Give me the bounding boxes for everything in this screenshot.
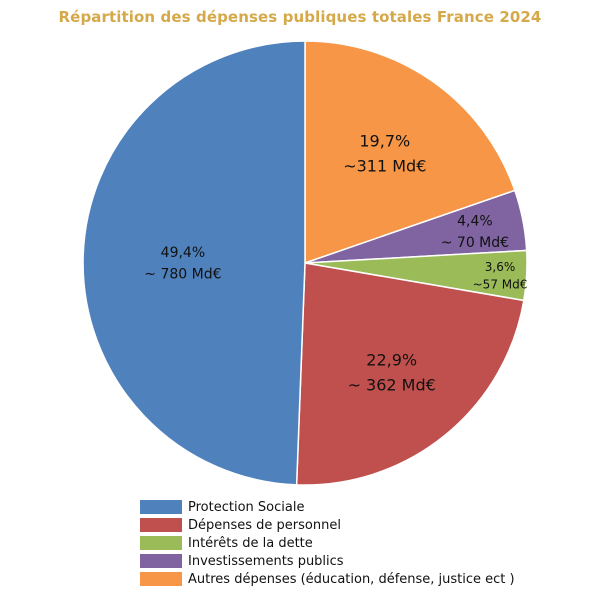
- legend-swatch-2: [140, 536, 182, 550]
- legend-swatch-4: [140, 572, 182, 586]
- legend-item-1: Dépenses de personnel: [140, 516, 560, 534]
- legend-label-4: Autres dépenses (éducation, défense, jus…: [188, 571, 515, 587]
- legend-item-2: Intérêts de la dette: [140, 534, 560, 552]
- pie-slice-4: [304, 40, 516, 265]
- slice-percent-label-2: 3,6%: [485, 260, 516, 274]
- legend-swatch-0: [140, 500, 182, 514]
- chart-title: Répartition des dépenses publiques total…: [58, 8, 542, 26]
- slice-amount-label-3: ~ 70 Md€: [441, 235, 509, 251]
- legend-label-2: Intérêts de la dette: [188, 535, 313, 551]
- legend-item-3: Investissements publics: [140, 552, 560, 570]
- pie-slice-0: [82, 40, 306, 486]
- slice-amount-label-0: ~ 780 Md€: [144, 266, 221, 282]
- legend-label-1: Dépenses de personnel: [188, 517, 341, 533]
- pie-slice-1: [295, 262, 525, 486]
- legend-item-4: Autres dépenses (éducation, défense, jus…: [140, 570, 560, 588]
- slice-amount-label-2: ~57 Md€: [473, 277, 528, 291]
- slice-percent-label-0: 49,4%: [161, 245, 205, 261]
- legend-swatch-1: [140, 518, 182, 532]
- legend-label-3: Investissements publics: [188, 553, 344, 569]
- slice-amount-label-4: ~311 Md€: [343, 157, 426, 176]
- slice-percent-label-1: 22,9%: [366, 350, 417, 369]
- slice-amount-label-1: ~ 362 Md€: [348, 376, 436, 395]
- slice-percent-label-4: 19,7%: [359, 131, 410, 150]
- legend-item-0: Protection Sociale: [140, 498, 560, 516]
- pie-chart: 19,7% ~311 Md€ 4,4% ~ 70 Md€ 3,6% ~57 Md€ 22,9…: [82, 40, 528, 486]
- slice-percent-label-3: 4,4%: [457, 214, 493, 230]
- legend-swatch-3: [140, 554, 182, 568]
- legend-label-0: Protection Sociale: [188, 499, 305, 515]
- chart-legend: Protection Sociale Dépenses de personnel I…: [140, 498, 560, 588]
